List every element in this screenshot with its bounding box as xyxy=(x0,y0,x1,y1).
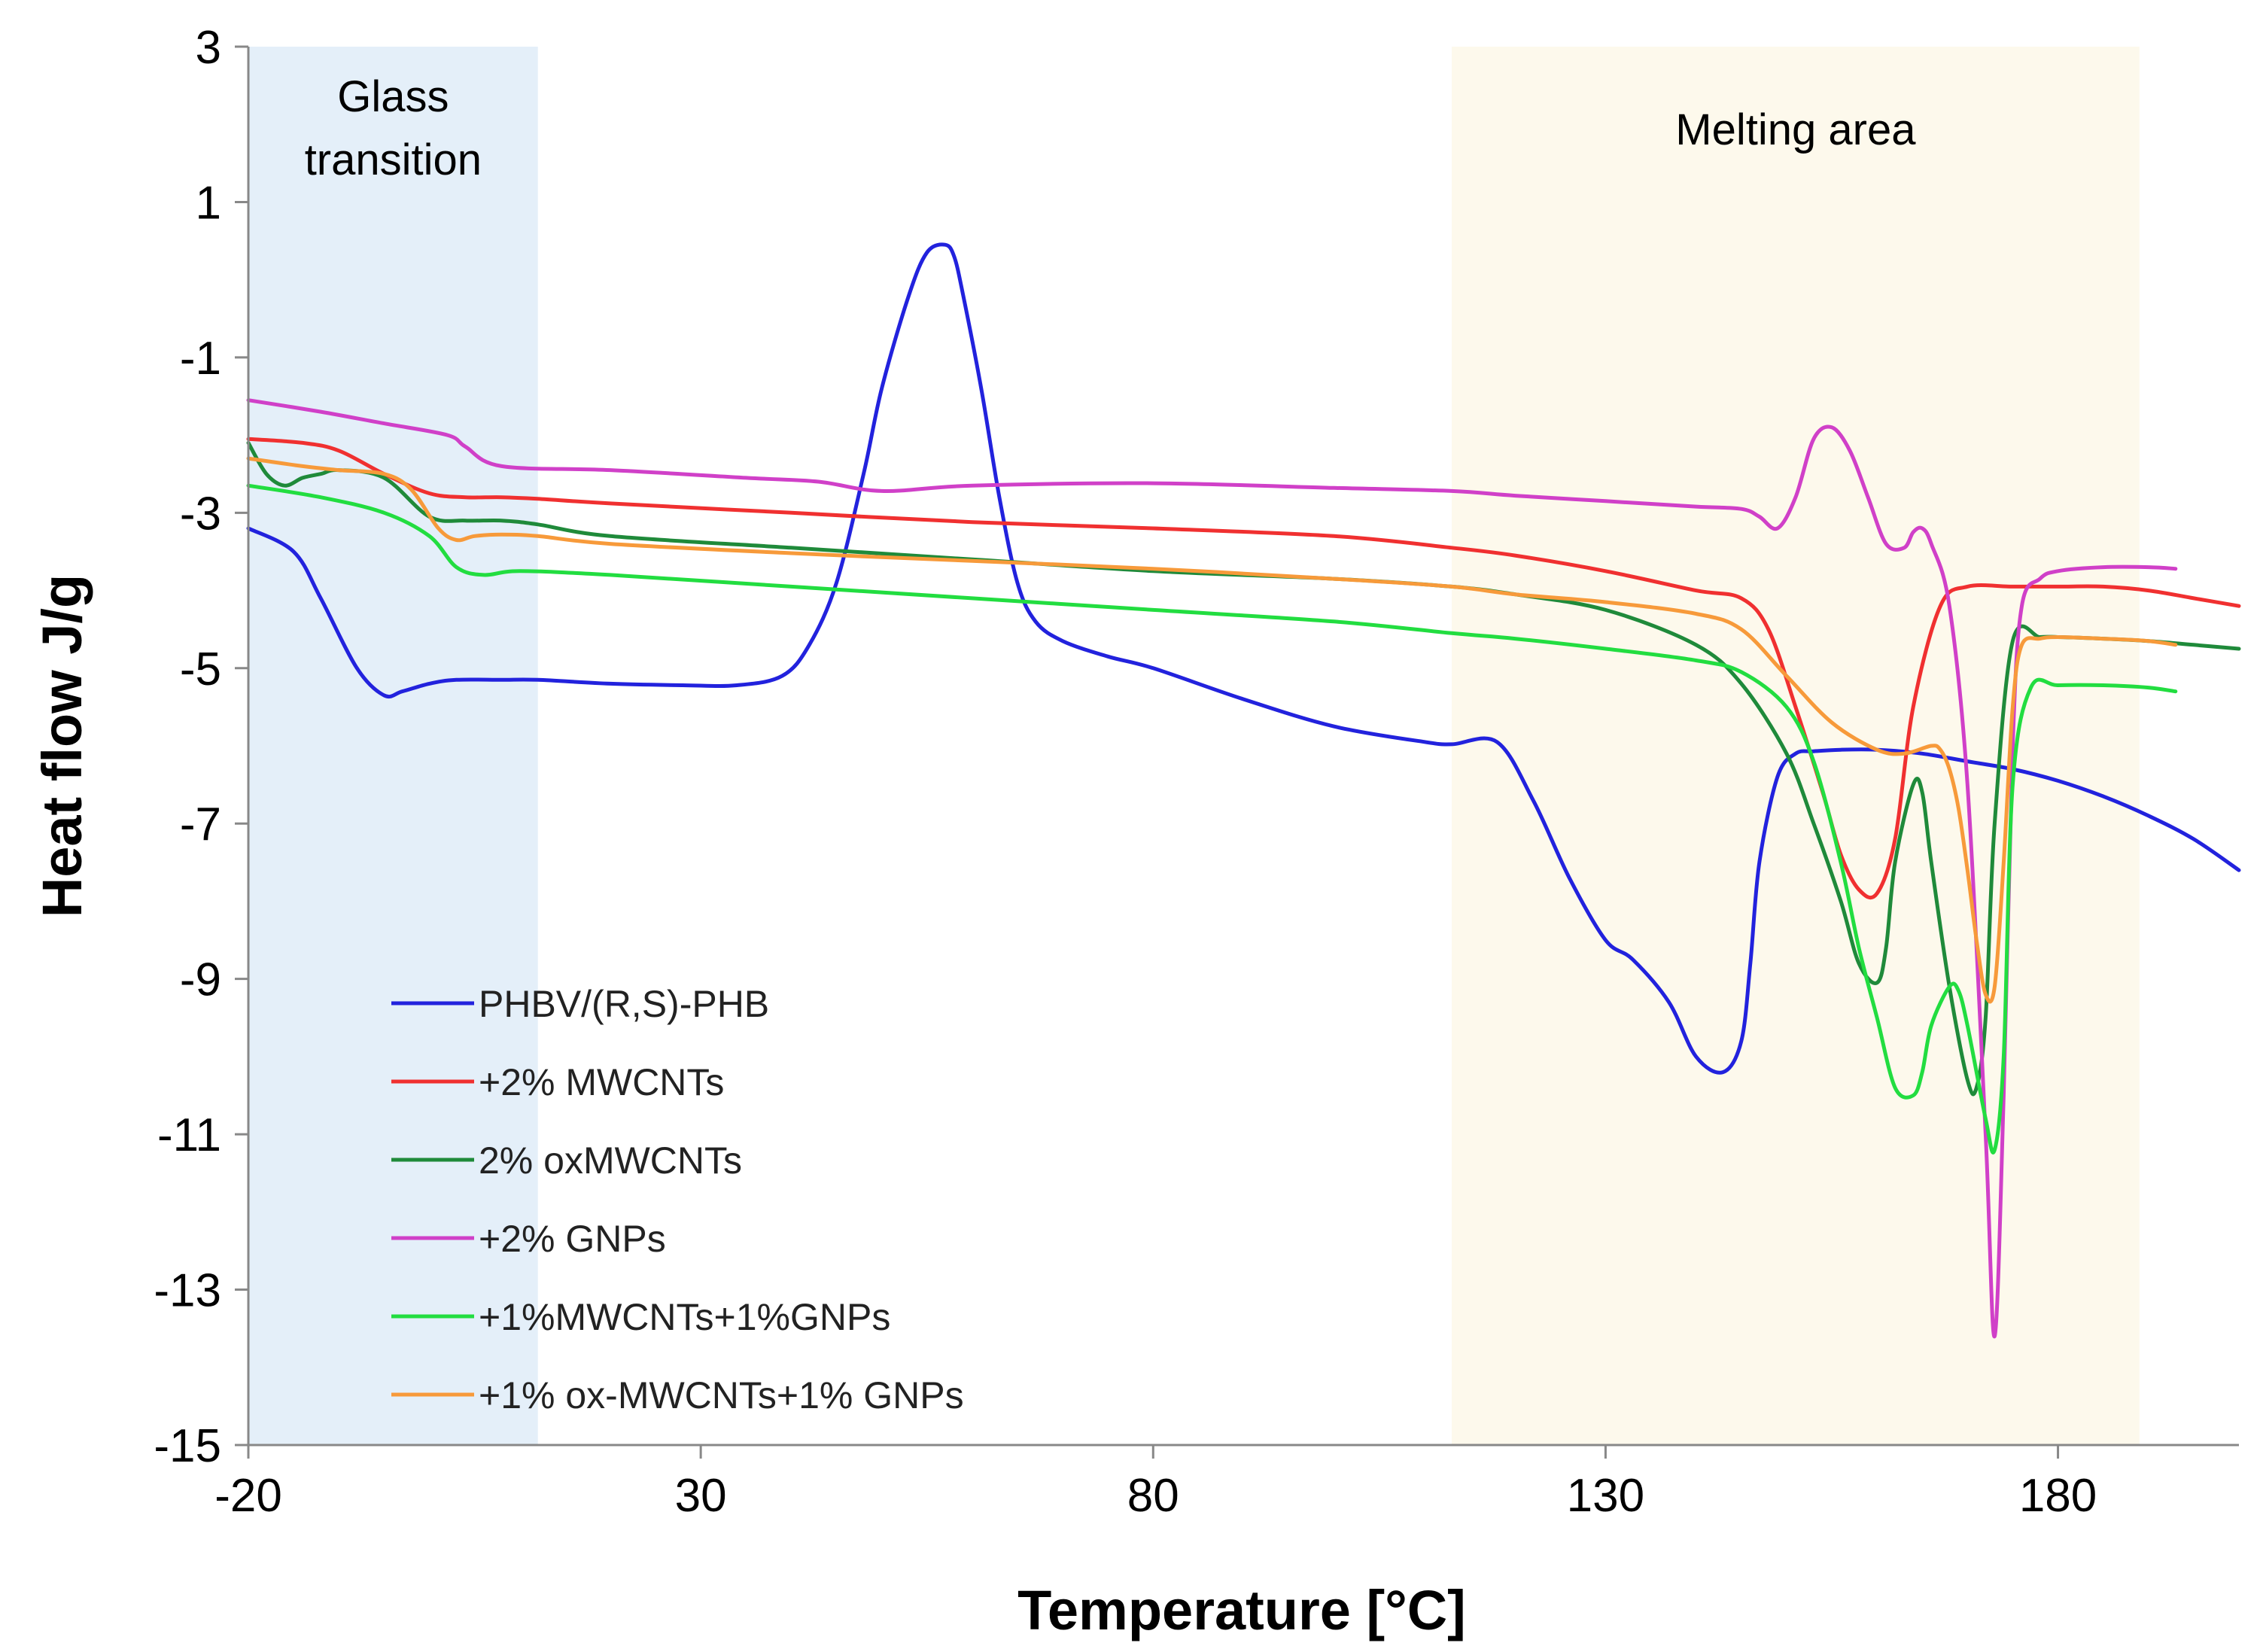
legend-label: +1% ox-MWCNTs+1% GNPs xyxy=(479,1374,964,1416)
x-tick-label: 180 xyxy=(2019,1470,2097,1522)
y-tick-label: -1 xyxy=(180,333,221,385)
glass-transition-region xyxy=(248,47,538,1445)
series-line-3 xyxy=(246,440,2241,1097)
series-line-5 xyxy=(246,483,2178,1155)
legend-label: +2% GNPs xyxy=(479,1218,666,1260)
y-tick-label: -15 xyxy=(154,1420,221,1472)
y-tick-label: -3 xyxy=(180,488,221,540)
series-line-6 xyxy=(246,456,2178,1004)
y-tick-label: -11 xyxy=(157,1109,221,1161)
series-line-4 xyxy=(246,398,2178,1339)
x-tick-label: 30 xyxy=(675,1470,727,1522)
y-tick-label: -5 xyxy=(180,643,221,695)
x-tick-label: -20 xyxy=(214,1470,282,1522)
x-axis-title: Temperature [°C] xyxy=(1017,1579,1466,1641)
legend-label: PHBV/(R,S)-PHB xyxy=(479,983,769,1025)
y-tick-label: -7 xyxy=(180,799,221,850)
x-tick-label: 130 xyxy=(1567,1470,1644,1522)
x-tick-label: 80 xyxy=(1127,1470,1179,1522)
y-tick-label: -13 xyxy=(154,1265,221,1317)
legend-label: +2% MWCNTs xyxy=(479,1061,724,1103)
y-tick-label: 3 xyxy=(196,22,221,74)
legend-label: +1%MWCNTs+1%GNPs xyxy=(479,1296,890,1338)
y-tick-label: -9 xyxy=(180,954,221,1006)
y-axis-title: Heat flow J/g xyxy=(31,574,93,917)
y-tick-label: 1 xyxy=(196,177,221,229)
melting-area-label: Melting area xyxy=(1675,105,1916,154)
glass-transition-label: Glass xyxy=(337,72,449,121)
melting-area-region xyxy=(1452,47,2140,1445)
series-line-1 xyxy=(246,242,2241,1075)
legend-label: 2% oxMWCNTs xyxy=(479,1139,742,1182)
glass-transition-label: transition xyxy=(305,135,482,184)
